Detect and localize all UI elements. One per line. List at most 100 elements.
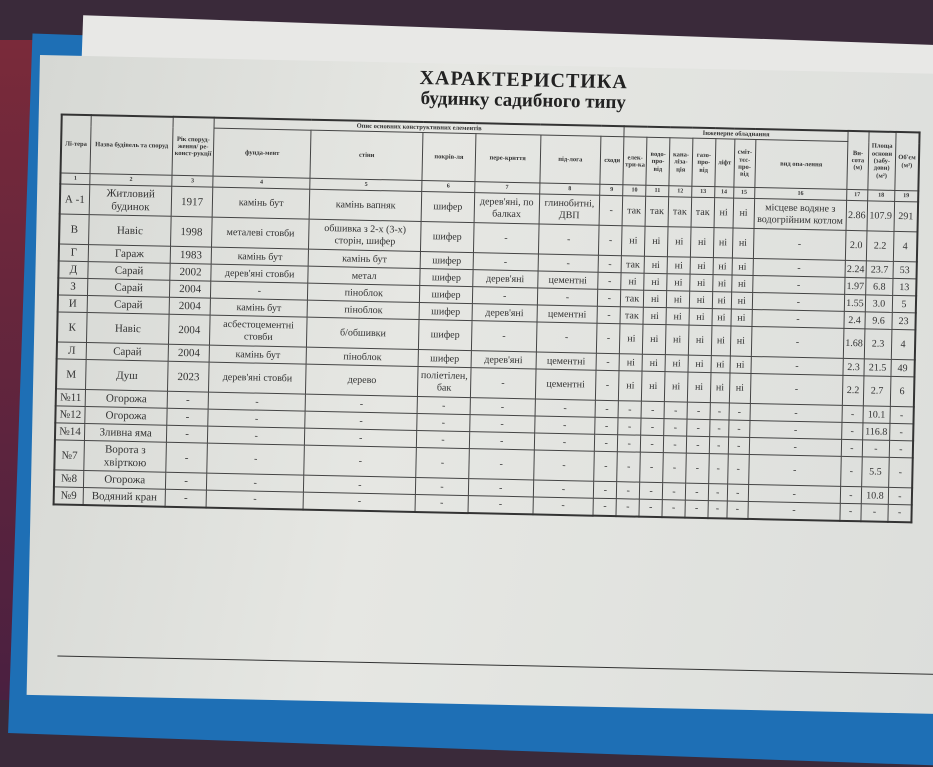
table-cell: дерев'яні	[471, 304, 537, 323]
column-number: 13	[691, 186, 715, 199]
header-electricity: елек-три-ка	[623, 137, 648, 186]
table-cell: ні	[710, 356, 731, 374]
header-gas: газо-про-від	[691, 138, 716, 188]
table-cell: ні	[667, 257, 691, 275]
table-cell: -	[708, 484, 728, 502]
table-cell: ні	[643, 290, 667, 309]
table-cell: так	[690, 197, 715, 229]
table-cell: поліетілен, бак	[417, 366, 471, 399]
table-cell: -	[749, 403, 843, 423]
table-cell: -	[533, 450, 595, 482]
table-cell: ні	[664, 372, 688, 403]
table-cell: -	[840, 456, 863, 488]
table-cell: камінь бут	[209, 345, 307, 365]
table-cell: 116.8	[862, 423, 890, 441]
table-cell: -	[537, 254, 599, 273]
table-cell: 1998	[170, 216, 213, 248]
table-cell: -	[617, 435, 641, 453]
header-year: Рік споруд-ження/ ре-конст-рукції	[172, 116, 215, 177]
table-cell: -	[415, 447, 470, 480]
header-name: Назва будівель та споруд	[89, 115, 174, 176]
table-cell: -	[728, 403, 751, 421]
table-cell: -	[468, 449, 534, 481]
header-heating: вид опа-лення	[754, 139, 848, 190]
table-cell: дерев'яні стовби	[208, 362, 307, 395]
table-cell: -	[726, 501, 748, 519]
table-cell: ні	[731, 275, 753, 293]
table-cell: шифер	[419, 268, 474, 288]
table-cell: 1.68	[843, 328, 865, 360]
table-cell: 23.7	[865, 261, 894, 279]
table-cell: -	[753, 228, 846, 261]
table-cell: -	[595, 400, 619, 419]
table-cell: -	[598, 255, 622, 274]
table-cell: -	[303, 492, 416, 512]
table-cell: -	[166, 425, 208, 444]
table-cell: -	[664, 402, 688, 420]
table-cell: ні	[711, 309, 732, 327]
table-cell: ні	[689, 274, 713, 293]
table-cell: Водяний кран	[82, 487, 166, 507]
table-cell: -	[641, 401, 665, 420]
table-cell: -	[165, 472, 207, 491]
column-number: 11	[645, 185, 669, 198]
table-cell: Сарай	[87, 296, 170, 315]
table-cell: -	[595, 417, 619, 436]
table-cell: 2.2	[866, 231, 894, 262]
bottom-rule	[57, 655, 933, 675]
table-cell: 2004	[168, 344, 210, 363]
table-cell: -	[727, 454, 749, 485]
table-cell: -	[728, 420, 750, 438]
table-cell: -	[709, 403, 730, 421]
table-cell: так	[622, 196, 646, 227]
header-litera: Лі-тера	[60, 114, 92, 175]
table-cell: ні	[641, 371, 666, 403]
table-cell: -	[839, 503, 862, 522]
table-cell: -	[640, 435, 664, 454]
table-cell: -	[596, 353, 620, 372]
table-cell: ні	[732, 198, 755, 229]
table-cell: ні	[643, 273, 668, 292]
table-cell: -	[747, 501, 841, 521]
table-cell: 2004	[169, 297, 211, 316]
table-cell: ні	[690, 227, 714, 259]
table-cell: 291	[893, 201, 919, 233]
table-cell: -	[207, 409, 306, 429]
column-number: 10	[622, 185, 647, 197]
table-cell: -	[751, 309, 845, 329]
table-cell: -	[594, 451, 618, 483]
table-cell: 6	[890, 376, 915, 408]
table-cell: -	[534, 416, 596, 435]
subtitle-line: будинку садибного типу	[420, 87, 627, 114]
table-cell: -	[596, 323, 621, 355]
table-cell: ні	[687, 355, 712, 374]
table-cell: -	[206, 443, 305, 476]
table-cell: 53	[892, 261, 917, 280]
table-cell: ні	[688, 308, 713, 327]
table-cell: ні	[713, 228, 733, 259]
table-cell: ні	[642, 354, 666, 373]
table-cell: -	[686, 402, 711, 421]
table-cell: -	[416, 430, 470, 450]
table-cell: -	[593, 498, 617, 517]
table-cell: -	[595, 370, 620, 402]
table-cell: камінь вапняк	[309, 189, 422, 222]
table-cell: ні	[712, 258, 733, 276]
table-cell: -	[841, 405, 864, 424]
table-cell: -	[617, 418, 642, 436]
table-cell: 2.3	[842, 358, 865, 377]
table-cell: -	[165, 489, 207, 508]
table-cell: 49	[890, 359, 915, 378]
table-cell: 1917	[171, 186, 213, 218]
column-number: 18	[867, 190, 895, 202]
table-cell: К	[56, 312, 88, 344]
table-cell: -	[616, 452, 641, 483]
table-cell: -	[639, 499, 663, 518]
table-cell: -	[662, 483, 686, 501]
header-foundation: фунда-мент	[212, 128, 312, 179]
table-cell: 1.97	[844, 277, 866, 296]
table-cell: -	[470, 368, 536, 400]
table-cell: А -1	[59, 184, 90, 216]
table-cell: 10.1	[862, 406, 891, 424]
table-cell: -	[616, 499, 640, 517]
